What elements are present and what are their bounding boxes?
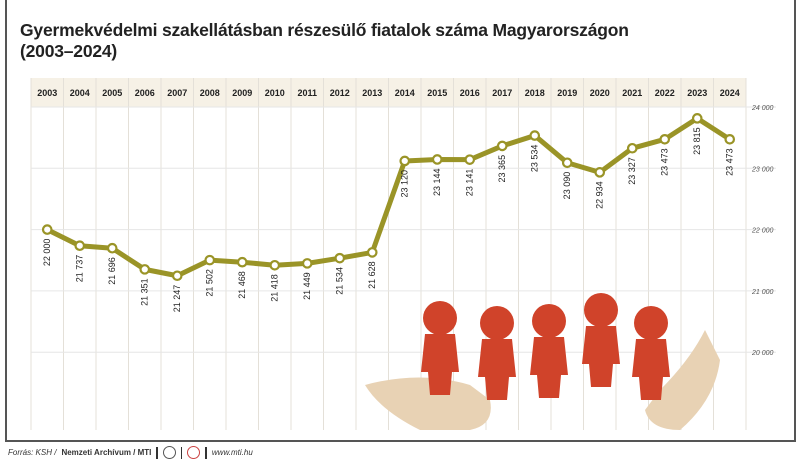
data-point: [74, 240, 86, 252]
chart-frame: [5, 0, 796, 442]
x-tick-label: 2020: [590, 88, 610, 98]
x-tick-label: 2024: [720, 88, 740, 98]
x-tick-label: 2006: [135, 88, 155, 98]
data-point: [464, 154, 476, 165]
child-figure: [632, 339, 670, 400]
child-head: [634, 306, 668, 340]
data-label: 21 628: [367, 261, 377, 289]
x-tick-label: 2010: [265, 88, 285, 98]
data-label: 21 418: [270, 274, 280, 302]
data-label: 22 934: [595, 181, 605, 209]
child-head: [532, 304, 566, 338]
data-label: 21 696: [107, 257, 117, 285]
series-line: [46, 115, 732, 279]
archive-text: Nemzeti Archívum / MTI: [61, 448, 152, 457]
data-point: [204, 254, 216, 266]
x-tick-label: 2019: [557, 88, 577, 98]
data-point: [41, 224, 53, 235]
x-tick-label: 2003: [37, 88, 57, 98]
x-tick-label: 2021: [622, 88, 642, 98]
data-label: 21 737: [75, 255, 85, 283]
data-point: [594, 167, 606, 178]
data-label: 23 815: [692, 127, 702, 155]
x-tick-label: 2004: [70, 88, 90, 98]
child-head: [584, 293, 618, 327]
data-point: [626, 142, 638, 154]
source-text: Forrás: KSH /: [8, 448, 57, 457]
x-tick-label: 2005: [102, 88, 122, 98]
data-point: [334, 252, 346, 264]
url-link[interactable]: www.mti.hu: [211, 448, 253, 457]
child-figure: [478, 339, 516, 400]
x-tick-label: 2011: [297, 88, 317, 98]
x-tick-label: 2018: [525, 88, 545, 98]
title-line-2: (2003–2024): [20, 41, 118, 61]
data-point: [236, 256, 248, 268]
left-hand-shape: [365, 377, 491, 430]
data-label: 23 473: [725, 148, 735, 176]
x-tick-label: 2012: [330, 88, 350, 98]
y-tick-label: 21 000: [751, 289, 774, 296]
data-label: 23 120: [400, 170, 410, 198]
data-label: 21 468: [237, 271, 247, 299]
y-tick-label: 24 000: [751, 105, 774, 112]
data-label: 21 534: [335, 267, 345, 295]
data-point: [659, 134, 671, 145]
data-point: [301, 258, 313, 269]
separator: [180, 446, 183, 459]
data-label: 23 144: [432, 168, 442, 196]
chart-title: Gyermekvédelmi szakellátásban részesülő …: [20, 20, 629, 62]
data-label: 23 534: [530, 145, 540, 173]
data-point: [399, 155, 411, 167]
x-tick-label: 2023: [687, 88, 707, 98]
separator: [205, 446, 207, 459]
x-tick-label: 2022: [655, 88, 675, 98]
data-point: [691, 113, 703, 124]
data-point: [724, 134, 736, 145]
mti-seal-icon: [162, 446, 176, 459]
child-head: [423, 301, 457, 335]
x-tick-label: 2015: [427, 88, 447, 98]
data-point: [171, 270, 183, 282]
data-label: 23 473: [660, 148, 670, 176]
y-tick-label: 23 000: [751, 166, 774, 173]
x-tick-label: 2014: [395, 88, 415, 98]
y-tick-label: 20 000: [751, 350, 774, 357]
archive-seal-icon: [187, 446, 201, 459]
child-figure: [582, 326, 620, 387]
data-point: [561, 157, 573, 169]
x-tick-label: 2016: [460, 88, 480, 98]
data-point: [529, 130, 541, 141]
x-tick-label: 2008: [200, 88, 220, 98]
data-label: 21 247: [172, 285, 182, 313]
y-tick-label: 22 000: [751, 228, 774, 235]
child-figure: [530, 337, 568, 398]
data-point: [366, 247, 378, 258]
footer: Forrás: KSH / Nemzeti Archívum / MTI www…: [8, 446, 253, 459]
data-point: [106, 242, 118, 254]
x-tick-label: 2013: [362, 88, 382, 98]
children-hands-illustration: [365, 293, 720, 430]
child-figure: [421, 334, 459, 395]
separator: [156, 446, 158, 459]
data-label: 23 090: [562, 172, 572, 200]
data-point: [139, 264, 151, 275]
data-point: [431, 154, 443, 165]
child-head: [480, 306, 514, 340]
data-point: [269, 259, 281, 271]
x-tick-label: 2017: [492, 88, 512, 98]
data-point: [496, 140, 508, 152]
data-label: 23 141: [465, 169, 475, 197]
data-label: 22 000: [42, 239, 52, 267]
data-label: 23 327: [627, 157, 637, 185]
right-hand-shape: [645, 330, 720, 430]
title-line-1: Gyermekvédelmi szakellátásban részesülő …: [20, 20, 629, 40]
x-tick-label: 2007: [167, 88, 187, 98]
data-label: 21 502: [205, 269, 215, 297]
data-label: 23 365: [497, 155, 507, 183]
data-label: 21 449: [302, 272, 312, 300]
data-label: 21 351: [140, 278, 150, 306]
x-tick-label: 2009: [232, 88, 252, 98]
